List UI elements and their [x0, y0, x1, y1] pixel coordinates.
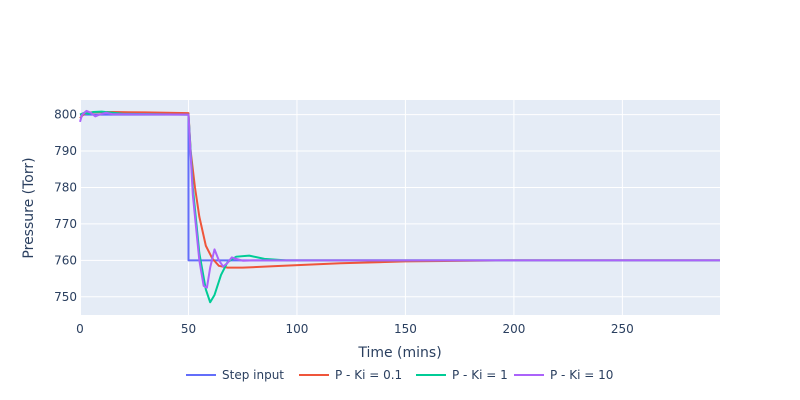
x-tick-label: 250	[611, 322, 634, 336]
plot-background	[80, 100, 720, 315]
x-tick-label: 200	[502, 322, 525, 336]
legend: Step input P - Ki = 0.1 P - Ki = 1 P - Ki =…	[186, 368, 613, 382]
y-tick-label: 780	[54, 180, 77, 194]
x-tick-label: 100	[285, 322, 308, 336]
x-axis-ticks: 0 50 100 150 200 250	[76, 322, 634, 336]
x-tick-label: 50	[181, 322, 196, 336]
legend-label: Step input	[222, 368, 284, 382]
x-tick-label: 150	[394, 322, 417, 336]
legend-item[interactable]: P - Ki = 1	[416, 368, 508, 382]
legend-label: P - Ki = 10	[550, 368, 613, 382]
y-axis-title: Pressure (Torr)	[21, 157, 37, 258]
series-line-3	[79, 110, 720, 304]
y-tick-label: 800	[54, 108, 77, 122]
x-axis-title: Time (mins)	[357, 345, 441, 361]
y-tick-label: 790	[54, 144, 77, 158]
y-tick-label: 770	[54, 217, 77, 231]
x-tick-label: 0	[76, 322, 84, 336]
legend-item[interactable]: Step input	[186, 368, 284, 382]
legend-item[interactable]: P - Ki = 0.1	[299, 368, 402, 382]
legend-label: P - Ki = 1	[452, 368, 508, 382]
legend-item[interactable]: P - Ki = 10	[514, 368, 613, 382]
y-tick-label: 750	[54, 290, 77, 304]
series-layer	[79, 109, 720, 304]
series-line-4	[79, 109, 720, 289]
y-axis-ticks: 750 760 770 780 790 800	[54, 108, 77, 304]
y-tick-label: 760	[54, 253, 77, 267]
legend-label: P - Ki = 0.1	[335, 368, 402, 382]
